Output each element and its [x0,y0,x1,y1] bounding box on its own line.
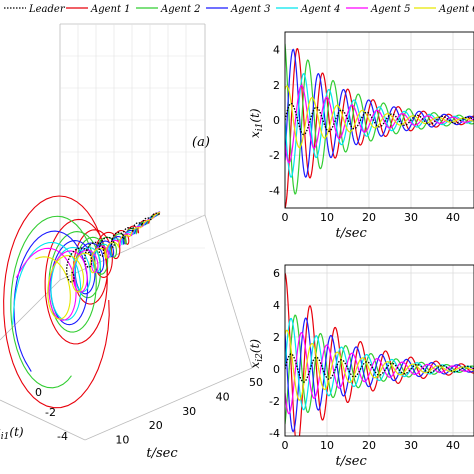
series-line-agent-3 [285,48,474,179]
y-tick-label: 2 [273,331,280,344]
legend-label: Leader [28,4,66,15]
y-tick-label: -2 [45,406,56,419]
x-tick-label: 30 [404,439,418,452]
t-tick-label: 30 [182,405,196,418]
series-line-agent-6 [285,329,474,401]
t-tick-label: 50 [249,376,263,389]
y-tick-label: -2 [269,395,280,408]
trajectory-leader [66,212,161,283]
legend-entry: Agent 6 [414,4,474,15]
y-tick-label: -2 [269,149,280,162]
series-line-agent-1 [285,272,474,436]
series-group [285,43,474,208]
3d-trajectory-panel: 10 20 30 40 50 t/sec 0-2-4 xi1(t) [0,23,263,461]
legend-entry: Agent 4 [276,4,341,15]
y-axis-label-3d: xi1(t) [0,425,24,442]
plot-frame [284,31,474,209]
box-edge [84,367,253,441]
x-tick-label: 40 [446,211,460,224]
trajectory-agent-2 [10,212,160,389]
legend-entry: Leader [4,4,66,15]
x-tick-label: 20 [362,211,376,224]
t-tick-label: 40 [216,390,230,403]
series-group [285,272,474,436]
trajectory-agent-6 [35,211,161,320]
y-axis-label: xi1(t) [248,108,265,138]
y-tick-label: 2 [273,79,280,92]
series-line-agent-2 [285,314,474,425]
y-tick-label: -4 [269,184,280,197]
series-line-agent-4 [285,73,474,178]
legend-label: Agent 5 [370,4,411,15]
legend: Leader Agent 1 Agent 2 Agent 3 Agent 4 Agent … [4,4,474,15]
x-tick-label: 20 [362,439,376,452]
legend-label: Agent 6 [438,4,474,15]
y-tick-label: 4 [273,44,280,57]
series-line-agent-1 [285,47,474,208]
x-tick-label: 30 [404,211,418,224]
t-tick-label: 20 [149,419,163,432]
legend-label: Agent 3 [230,4,271,15]
y-tick-label: -4 [269,427,280,440]
box-edge [59,214,206,281]
legend-entry: Agent 3 [206,4,271,15]
y-tick-label: -4 [57,430,68,443]
legend-label: Agent 4 [300,4,341,15]
legend-label: Agent 2 [160,4,201,15]
series-line-agent-5 [285,84,474,164]
box-edge [204,214,253,369]
x-tick-label: 40 [446,439,460,452]
series-line-leader [285,102,474,136]
y-axis-label: xi2(t) [248,339,265,369]
y-tick-label: 0 [35,386,42,399]
y-tick-label: 6 [273,267,280,280]
panel-label: (a) [192,135,210,150]
x-tick-label: 10 [320,211,334,224]
legend-entry: Agent 2 [136,4,201,15]
box-edge [0,399,86,441]
legend-label: Agent 1 [90,4,131,15]
legend-entry: Agent 5 [346,4,411,15]
x-tick-label: 0 [282,439,289,452]
series-line-agent-4 [285,317,474,411]
x-axis-label: t/sec [336,454,368,469]
y-tick-label: 0 [273,363,280,376]
x-axis-label: t/sec [336,226,368,241]
plot-frame [284,264,474,437]
series-line-agent-5 [285,331,474,415]
legend-entry: Agent 1 [66,4,131,15]
series-line-agent-3 [285,317,474,433]
y-tick-label: 4 [273,299,280,312]
t-tick-label: 10 [115,434,129,447]
y-tick-label: 0 [273,114,280,127]
box-edge [0,279,61,341]
series-line-agent-6 [285,85,474,149]
t-axis-label: t/sec [146,446,178,461]
x-tick-label: 0 [282,211,289,224]
x-tick-label: 10 [320,439,334,452]
